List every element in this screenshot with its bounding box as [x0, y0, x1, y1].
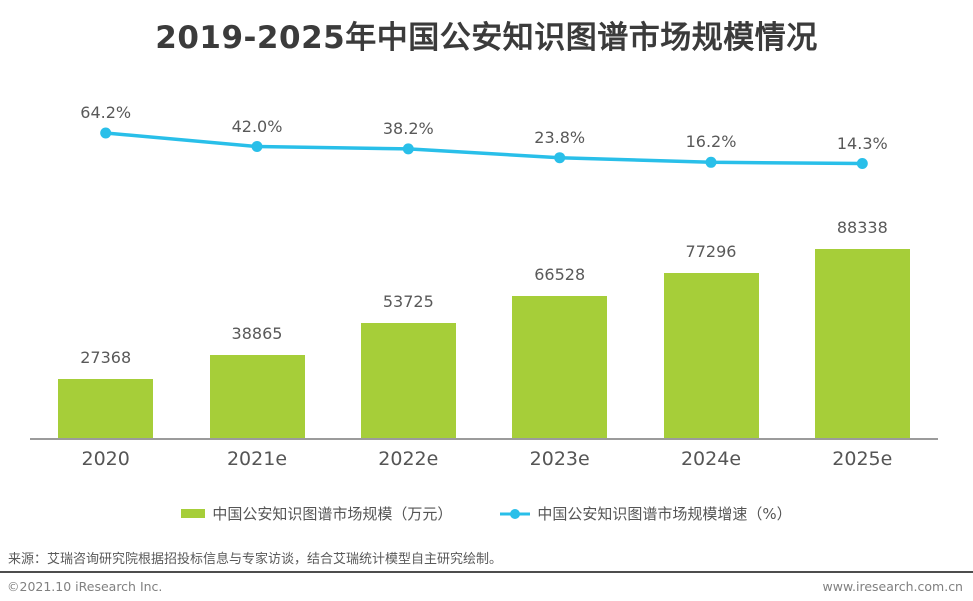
bar-value-label: 27368 [80, 348, 132, 368]
line-point [554, 152, 566, 164]
legend-item-growth-rate: 中国公安知识图谱市场规模增速（%） [500, 503, 792, 524]
line-point [856, 158, 868, 169]
bar-series-legend-label: 中国公安知识图谱市场规模（万元） [212, 505, 453, 523]
line-series-legend-label: 中国公安知识图谱市场规模增速（%） [537, 505, 792, 523]
x-axis-label: 2025e [832, 448, 893, 470]
chart-title: 2019-2025年中国公安知识图谱市场规模情况 [155, 20, 818, 56]
x-axis-label: 2024e [680, 448, 742, 470]
bar-2023e [512, 295, 608, 438]
bar-value-label: 77296 [685, 241, 737, 261]
footer-copyright: ©2021.10 iResearch Inc. [7, 579, 163, 594]
footer-divider [0, 571, 973, 573]
growth-rate-label: 23.8% [534, 127, 586, 147]
bar-value-label: 66528 [534, 264, 586, 284]
x-axis-line [30, 438, 938, 440]
bar-value-label: 53725 [382, 292, 434, 312]
growth-rate-label: 42.0% [231, 116, 283, 136]
bar-2024e [663, 272, 759, 438]
source-note: 来源：艾瑞咨询研究院根据招投标信息与专家访谈，结合艾瑞统计模型自主研究绘制。 [8, 552, 503, 567]
bar-value-label: 88338 [836, 218, 888, 237]
line-point [251, 141, 263, 152]
bar-2021e [209, 354, 305, 438]
line-point [100, 127, 112, 139]
bar-series-legend-swatch-icon [181, 509, 206, 518]
bar-value-label: 38865 [231, 323, 283, 343]
growth-rate-label: 38.2% [382, 118, 434, 138]
growth-rate-label: 16.2% [685, 132, 737, 152]
line-point [402, 143, 414, 155]
bar-2025e [814, 249, 910, 438]
bar-2022e [360, 323, 456, 438]
growth-rate-label: 64.2% [80, 103, 132, 122]
x-axis-label: 2020 [81, 448, 130, 470]
growth-line [105, 131, 863, 166]
legend: 中国公安知识图谱市场规模（万元） 中国公安知识图谱市场规模增速（%） [0, 503, 973, 524]
legend-item-market-scale: 中国公安知识图谱市场规模（万元） [181, 503, 452, 524]
footer-website-link[interactable]: www.iresearch.com.cn [822, 579, 964, 594]
footer: ©2021.10 iResearch Inc. www.iresearch.co… [0, 577, 973, 597]
line-point [705, 156, 717, 168]
x-axis-label: 2022e [378, 448, 439, 470]
x-axis-label: 2023e [529, 448, 590, 470]
growth-rate-label: 14.3% [836, 133, 888, 153]
x-axis-label: 2021e [226, 448, 288, 470]
line-series-legend-icon [500, 508, 531, 519]
bar-2020 [58, 379, 154, 438]
